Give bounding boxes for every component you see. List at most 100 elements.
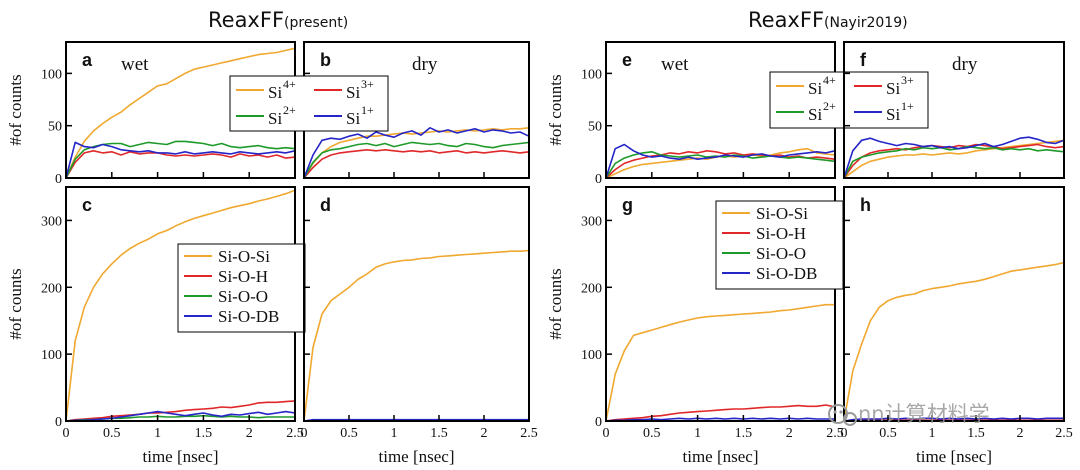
xtick-label-d: 0 [301, 426, 308, 441]
legend-label-c-2: Si-O-O [218, 287, 268, 306]
xtick-label-g: 0 [603, 426, 610, 441]
legend-sup-b-2: 2+ [283, 103, 296, 117]
xaxis-label-h: time [nsec] [916, 447, 992, 466]
legend-box-c [177, 243, 306, 333]
series-line-f-2 [844, 145, 1064, 178]
ytick-label-c: 0 [55, 415, 62, 430]
legend-label-e-1: Si [886, 79, 900, 98]
series-line-b-3 [304, 127, 529, 178]
legend-label-g-1: Si-O-H [756, 224, 806, 243]
ytick-label-c: 300 [41, 214, 62, 229]
series-line-b-2 [304, 141, 529, 178]
legend-label-b-1: Si [346, 83, 360, 102]
series-line-g-1 [606, 404, 835, 421]
legend-label-c-1: Si-O-H [218, 267, 268, 286]
xtick-label-c: 0 [63, 426, 70, 441]
panel-frame-f [843, 41, 1065, 179]
xtick-label-h: 2 [1017, 426, 1024, 441]
xtick-label-d: 2.5 [520, 426, 538, 441]
series-line-f-0 [844, 139, 1064, 178]
axis-labels: #of counts time [nsec] #of counts time [nse… [6, 74, 992, 466]
panel-c: 0 100 200 300 0 0.5 1 1.5 2 2.5 c [41, 186, 304, 441]
yaxis-label-c: #of counts [6, 268, 25, 339]
xtick-label-h: 1.5 [967, 426, 985, 441]
left-title-main: ReaxFF [208, 8, 284, 32]
legend-box-b [229, 75, 389, 132]
right-title-sub: (Nayir2019) [824, 15, 908, 31]
panel-condition-f: dry [952, 54, 978, 75]
ytick-label-e: 0 [595, 172, 602, 187]
legend-e: Si 4+ Si 3+Si 2+ Si 1+ [769, 71, 929, 129]
legend-box-e [769, 71, 929, 129]
xtick-label-h: 1 [929, 426, 936, 441]
xtick-label-g: 1.5 [735, 426, 753, 441]
legend-label-e-2: Si [808, 105, 822, 124]
xtick-label-d: 1.5 [430, 426, 448, 441]
series-line-a-3 [66, 141, 295, 178]
series-line-d-0 [304, 249, 529, 421]
xtick-label-h: 0.5 [879, 426, 897, 441]
watermark: nn计算材料学 [828, 402, 990, 426]
legend-sup-e-2: 2+ [823, 99, 836, 113]
series-line-e-1 [606, 150, 835, 178]
series-line-f-3 [844, 136, 1064, 178]
yaxis-label-e: #of counts [546, 74, 565, 145]
xtick-label-d: 2 [481, 426, 488, 441]
legend-box-g [715, 200, 844, 290]
xtick-label-c: 1 [154, 426, 161, 441]
panel-d: 0 0.5 1 1.5 2 2.5 d [301, 186, 538, 441]
series-line-g-3 [606, 417, 835, 421]
xtick-label-g: 0.5 [643, 426, 661, 441]
series-line-c-1 [66, 400, 295, 421]
panel-f: f dry [843, 41, 1065, 179]
panel-label-b: b [320, 50, 331, 70]
panel-frame-d [303, 186, 530, 422]
panel-label-a: a [82, 50, 93, 70]
series-line-c-0 [66, 189, 295, 421]
legend-label-b-3: Si [346, 109, 360, 128]
panel-e: 0 50 100 e wet [581, 41, 836, 187]
ytick-label-c: 200 [41, 281, 62, 296]
xtick-label-d: 0.5 [340, 426, 358, 441]
series-line-a-1 [66, 150, 295, 178]
legend-label-c-3: Si-O-DB [218, 307, 279, 326]
panel-h: 0 0.5 1 1.5 2 2.5 h [841, 186, 1073, 441]
ytick-label-a: 100 [41, 67, 62, 82]
ytick-label-g: 100 [581, 348, 602, 363]
panel-label-c: c [82, 195, 92, 215]
xtick-label-c: 1.5 [195, 426, 213, 441]
series-line-a-0 [66, 47, 295, 178]
right-title-main: ReaxFF [748, 8, 824, 32]
panel-label-d: d [320, 195, 331, 215]
series-line-h-0 [844, 261, 1064, 421]
xtick-label-c: 2 [246, 426, 253, 441]
panel-label-g: g [622, 195, 633, 215]
legend-label-e-0: Si [808, 79, 822, 98]
xtick-label-h: 0 [841, 426, 848, 441]
panel-condition-e: wet [661, 54, 689, 75]
series-line-e-3 [606, 143, 835, 178]
ytick-label-g: 200 [581, 281, 602, 296]
xaxis-label-c: time [nsec] [143, 447, 219, 466]
xtick-label-c: 2.5 [286, 426, 304, 441]
series-line-b-1 [304, 149, 529, 178]
series-line-g-0 [606, 303, 835, 421]
xaxis-label-g: time [nsec] [683, 447, 759, 466]
right-figure-title: ReaxFF(Nayir2019) [748, 8, 908, 32]
yaxis-label-g: #of counts [546, 268, 565, 339]
series-line-a-2 [66, 140, 295, 178]
xtick-label-d: 1 [391, 426, 398, 441]
xtick-label-g: 1 [694, 426, 701, 441]
legend-sup-b-0: 4+ [283, 77, 296, 91]
legend-b: Si 4+ Si 3+Si 2+ Si 1+ [229, 75, 389, 132]
legend-label-g-3: Si-O-DB [756, 264, 817, 283]
ytick-label-a: 0 [55, 172, 62, 187]
watermark-text: nn计算材料学 [858, 402, 990, 426]
xtick-label-g: 2 [786, 426, 793, 441]
ytick-label-g: 300 [581, 214, 602, 229]
legend-sup-e-0: 4+ [823, 73, 836, 87]
legend-label-g-0: Si-O-Si [756, 204, 808, 223]
